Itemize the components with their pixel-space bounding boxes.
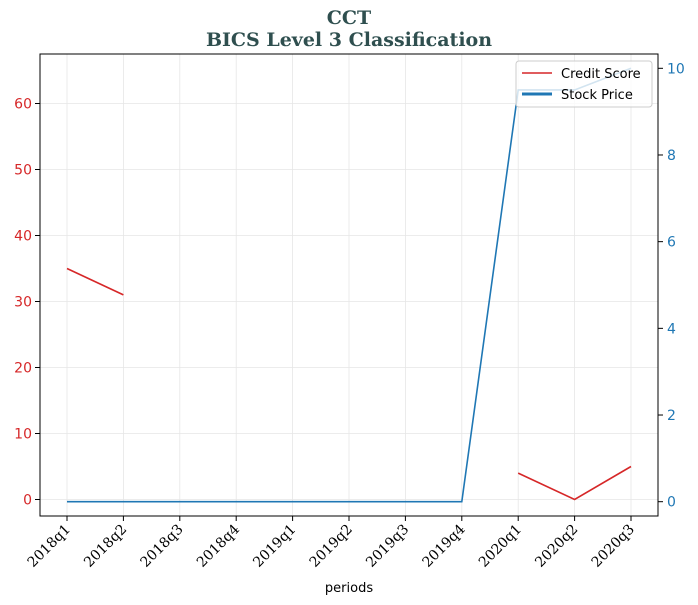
y-right-tick-label: 8 — [667, 148, 676, 164]
y-left-tick-label: 30 — [14, 295, 32, 311]
y-right-tick-label: 10 — [667, 61, 685, 77]
y-right-tick-label: 6 — [667, 235, 676, 251]
y-right-tick-label: 0 — [667, 495, 676, 511]
chart-subtitle: BICS Level 3 Classification — [206, 29, 492, 51]
x-tick-label: 2019q2 — [307, 522, 356, 571]
x-tick-label: 2018q1 — [25, 522, 74, 571]
y-left-tick-label: 60 — [14, 97, 32, 113]
x-tick-label: 2020q1 — [476, 522, 525, 571]
x-tick-label: 2019q3 — [363, 522, 412, 571]
chart-title: CCT — [327, 7, 371, 29]
x-tick-label: 2018q2 — [81, 522, 130, 571]
x-tick-label: 2020q3 — [589, 522, 638, 571]
y-right-tick-label: 2 — [667, 408, 676, 424]
y-left-tick-label: 10 — [14, 427, 32, 443]
x-tick-label: 2018q4 — [194, 521, 243, 570]
x-tick-label: 2019q1 — [250, 522, 299, 571]
series-line-credit-score — [66, 267, 124, 296]
x-tick-label: 2020q2 — [532, 522, 581, 571]
x-tick-label: 2018q3 — [137, 522, 186, 571]
series-line-credit-score — [517, 465, 632, 501]
legend: Credit Score Stock Price — [515, 60, 653, 108]
legend-label-credit-score: Credit Score — [561, 67, 641, 82]
legend-label-stock-price: Stock Price — [561, 88, 633, 103]
grid-lines — [40, 54, 658, 516]
x-axis-label: periods — [325, 581, 373, 596]
y-left-tick-label: 50 — [14, 163, 32, 179]
x-tick-label: 2019q4 — [419, 521, 468, 570]
y-left-tick-label: 20 — [14, 361, 32, 377]
y-left-tick-label: 40 — [14, 229, 32, 245]
y-left-tick-label: 0 — [23, 493, 32, 509]
y-right-tick-label: 4 — [667, 321, 676, 337]
